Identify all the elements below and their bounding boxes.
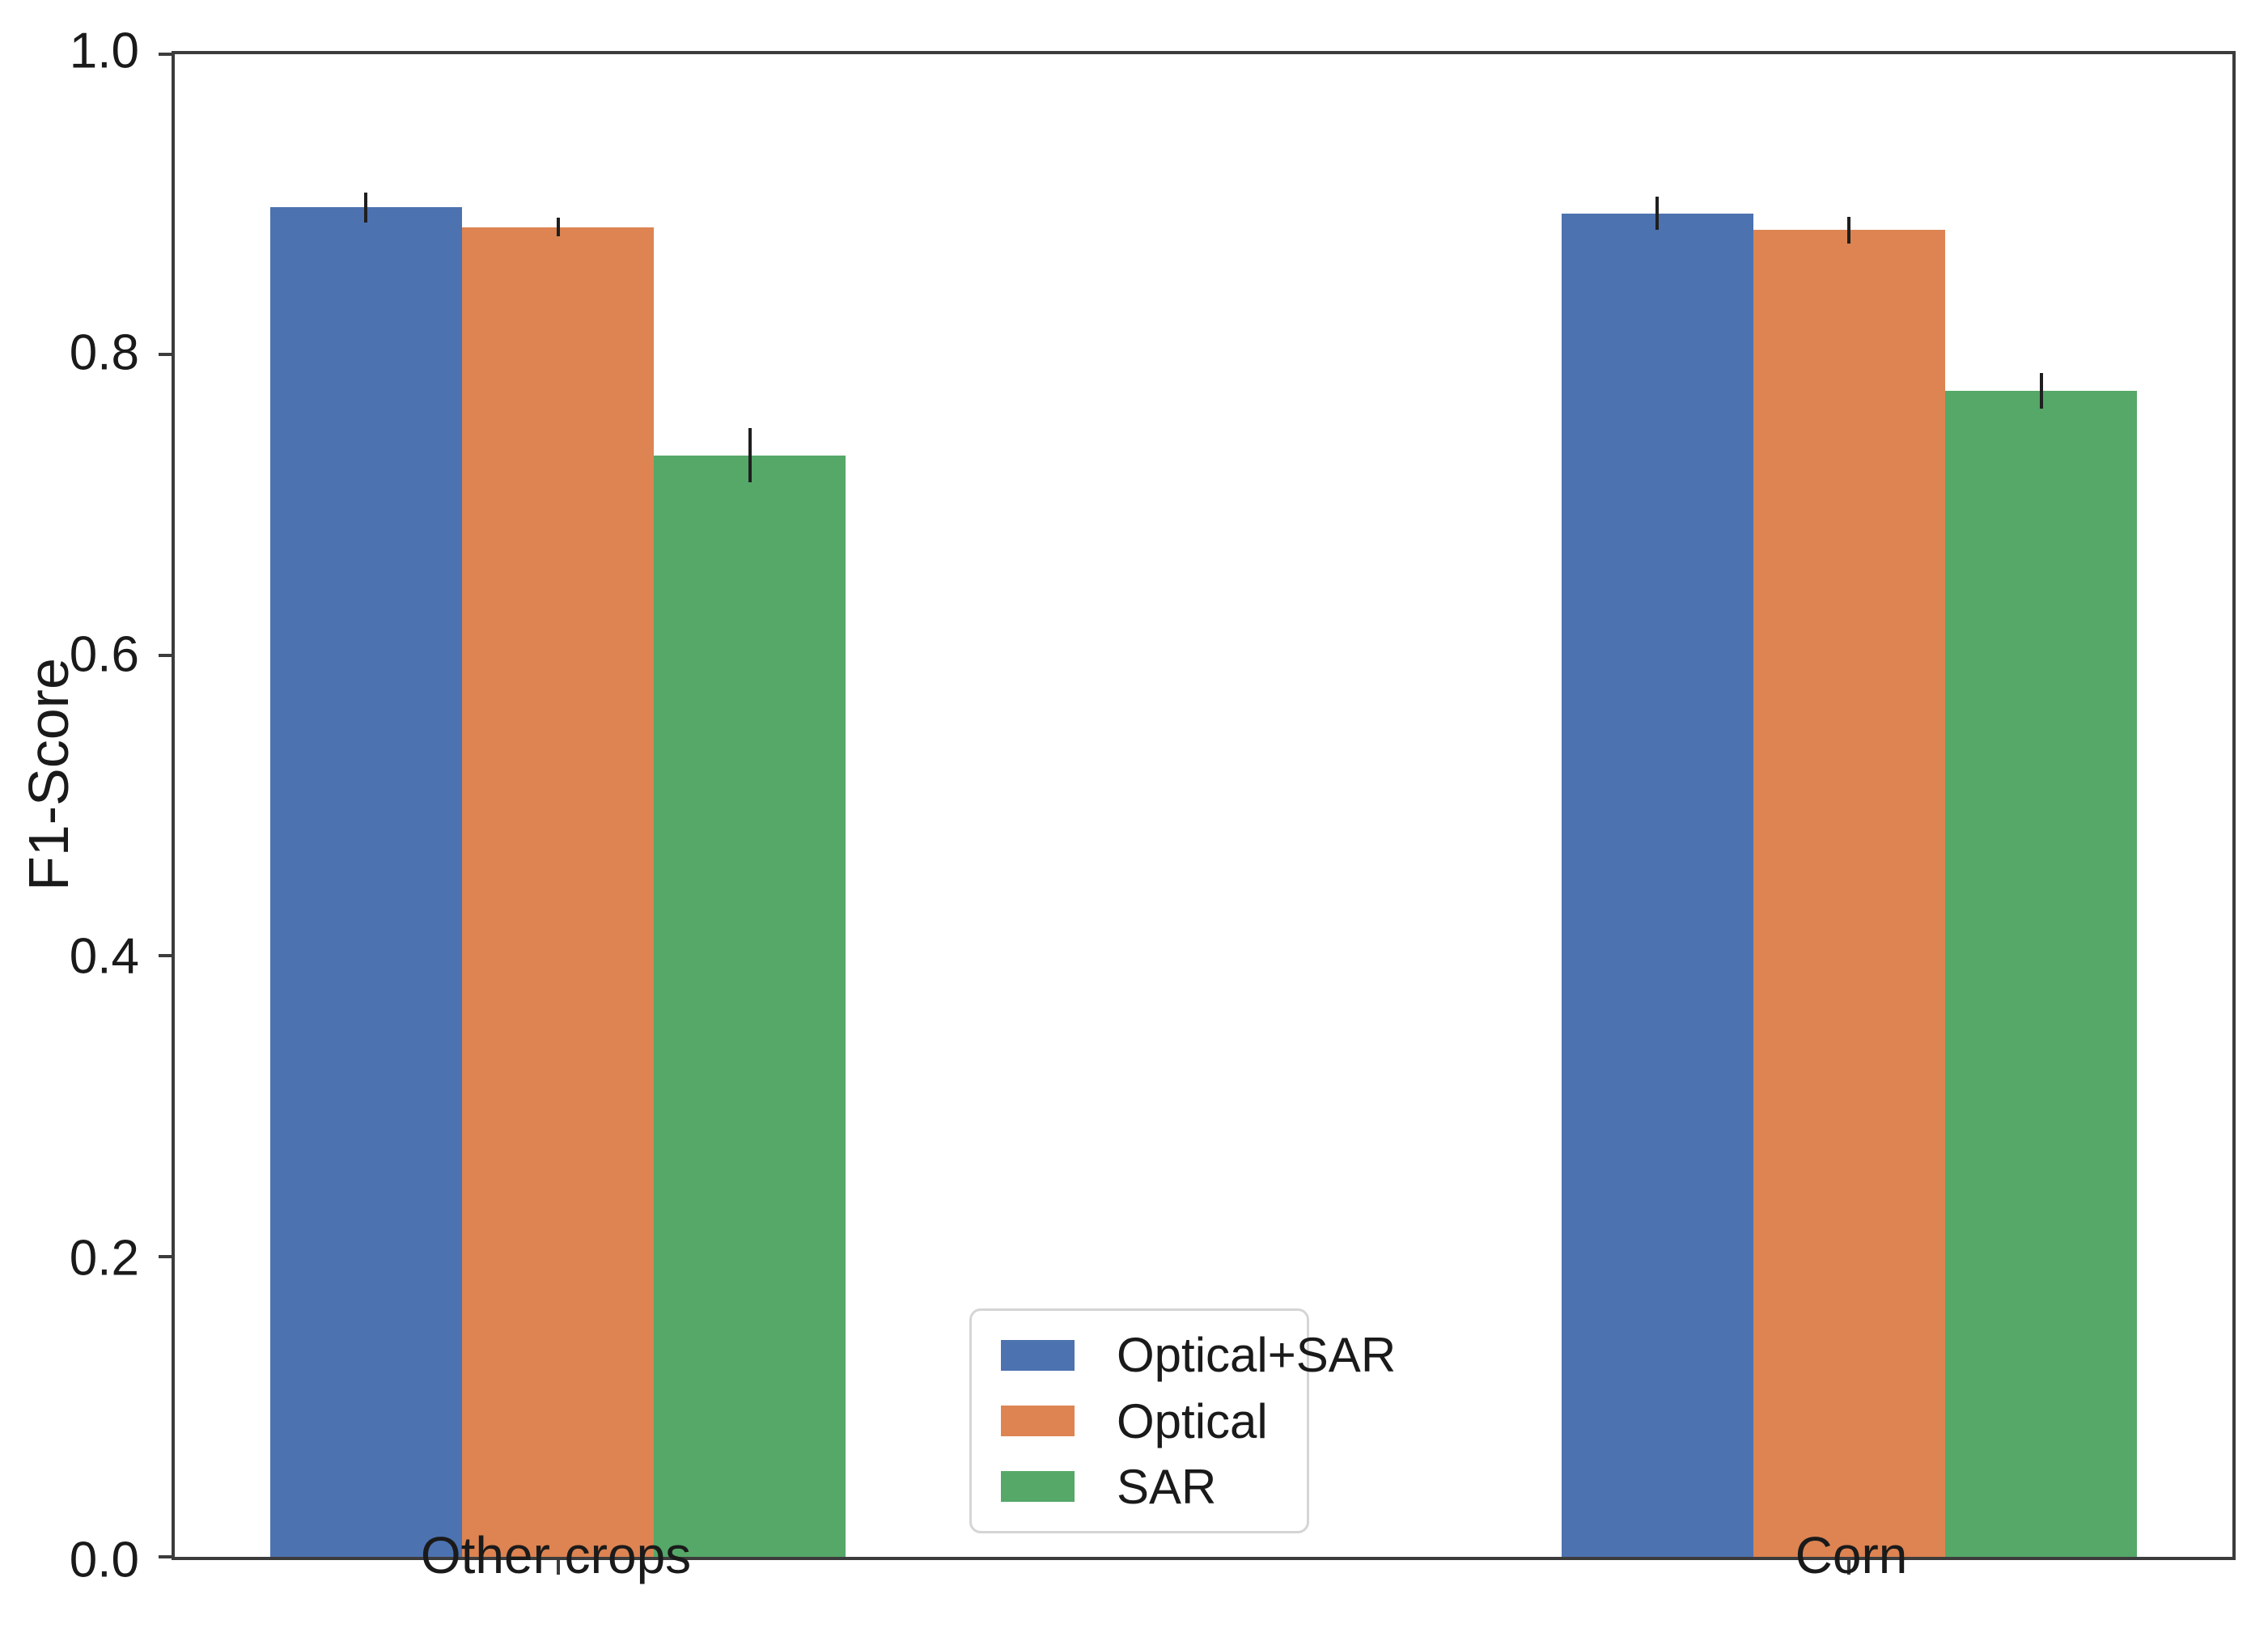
y-axis-label: F1-Score (17, 658, 80, 891)
error-bar (1847, 216, 1851, 244)
error-bar (556, 218, 560, 236)
legend-swatch-optical-sar (1001, 1339, 1075, 1371)
bar-corn-sar (1945, 390, 2138, 1557)
legend-item: SAR (1001, 1459, 1291, 1515)
y-tick-label: 0.8 (69, 324, 139, 381)
legend-swatch-sar (1001, 1471, 1075, 1503)
legend-label: Optical (1117, 1393, 1268, 1448)
legend-label: Optical+SAR (1117, 1328, 1397, 1383)
error-bar (364, 192, 368, 223)
legend-label: SAR (1117, 1459, 1217, 1514)
x-tick-label-other-crops: Other crops (420, 1526, 692, 1584)
error-bar (2039, 372, 2043, 409)
y-tick-label: 0.6 (69, 626, 139, 683)
x-tick-mark (556, 1560, 560, 1575)
x-tick-mark (1847, 1560, 1851, 1575)
error-bar (748, 428, 752, 483)
legend-swatch-optical (1001, 1406, 1075, 1436)
legend-item: Optical+SAR (1001, 1327, 1396, 1383)
error-bar (1655, 197, 1660, 231)
bar-other-crops-optical-sar (269, 207, 462, 1557)
y-tick-label: 0.0 (69, 1532, 139, 1588)
y-tick-label: 0.2 (69, 1230, 139, 1287)
y-tick-label: 1.0 (69, 23, 139, 79)
plot-area (159, 51, 2236, 1575)
y-tick-mark (159, 1254, 172, 1258)
y-tick-mark (159, 653, 172, 657)
y-tick-label: 0.4 (69, 928, 139, 985)
x-tick-label-corn: Corn (1795, 1526, 1908, 1584)
legend: Optical+SAR Optical SAR (969, 1308, 1396, 1533)
y-tick-mark (159, 954, 172, 958)
bar-corn-optical (1753, 230, 1946, 1557)
y-tick-mark (159, 1555, 172, 1558)
bar-other-crops-sar (654, 455, 846, 1557)
legend-item: Optical (1001, 1393, 1291, 1449)
y-tick-mark (159, 53, 172, 56)
bar-other-crops-optical (461, 227, 655, 1557)
bar-corn-optical-sar (1561, 213, 1753, 1557)
y-tick-mark (159, 353, 172, 357)
